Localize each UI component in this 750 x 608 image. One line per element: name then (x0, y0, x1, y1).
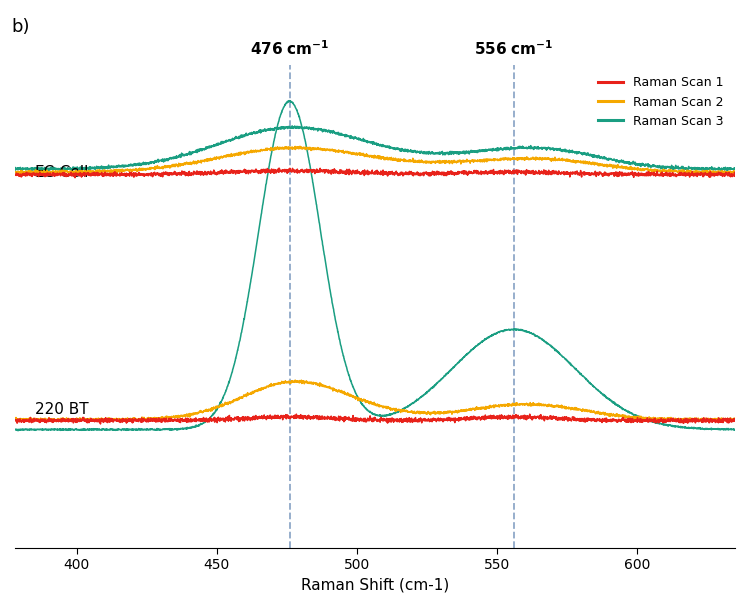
Text: $\mathbf{476\ cm^{-1}}$: $\mathbf{476\ cm^{-1}}$ (250, 39, 329, 58)
Text: $\mathbf{556\ cm^{-1}}$: $\mathbf{556\ cm^{-1}}$ (474, 39, 554, 58)
Text: EC-Cell: EC-Cell (34, 165, 89, 179)
Legend: Raman Scan 1, Raman Scan 2, Raman Scan 3: Raman Scan 1, Raman Scan 2, Raman Scan 3 (593, 71, 729, 133)
Text: b): b) (11, 18, 30, 36)
Text: 220 BT: 220 BT (34, 401, 88, 416)
X-axis label: Raman Shift (cm-1): Raman Shift (cm-1) (301, 578, 449, 593)
